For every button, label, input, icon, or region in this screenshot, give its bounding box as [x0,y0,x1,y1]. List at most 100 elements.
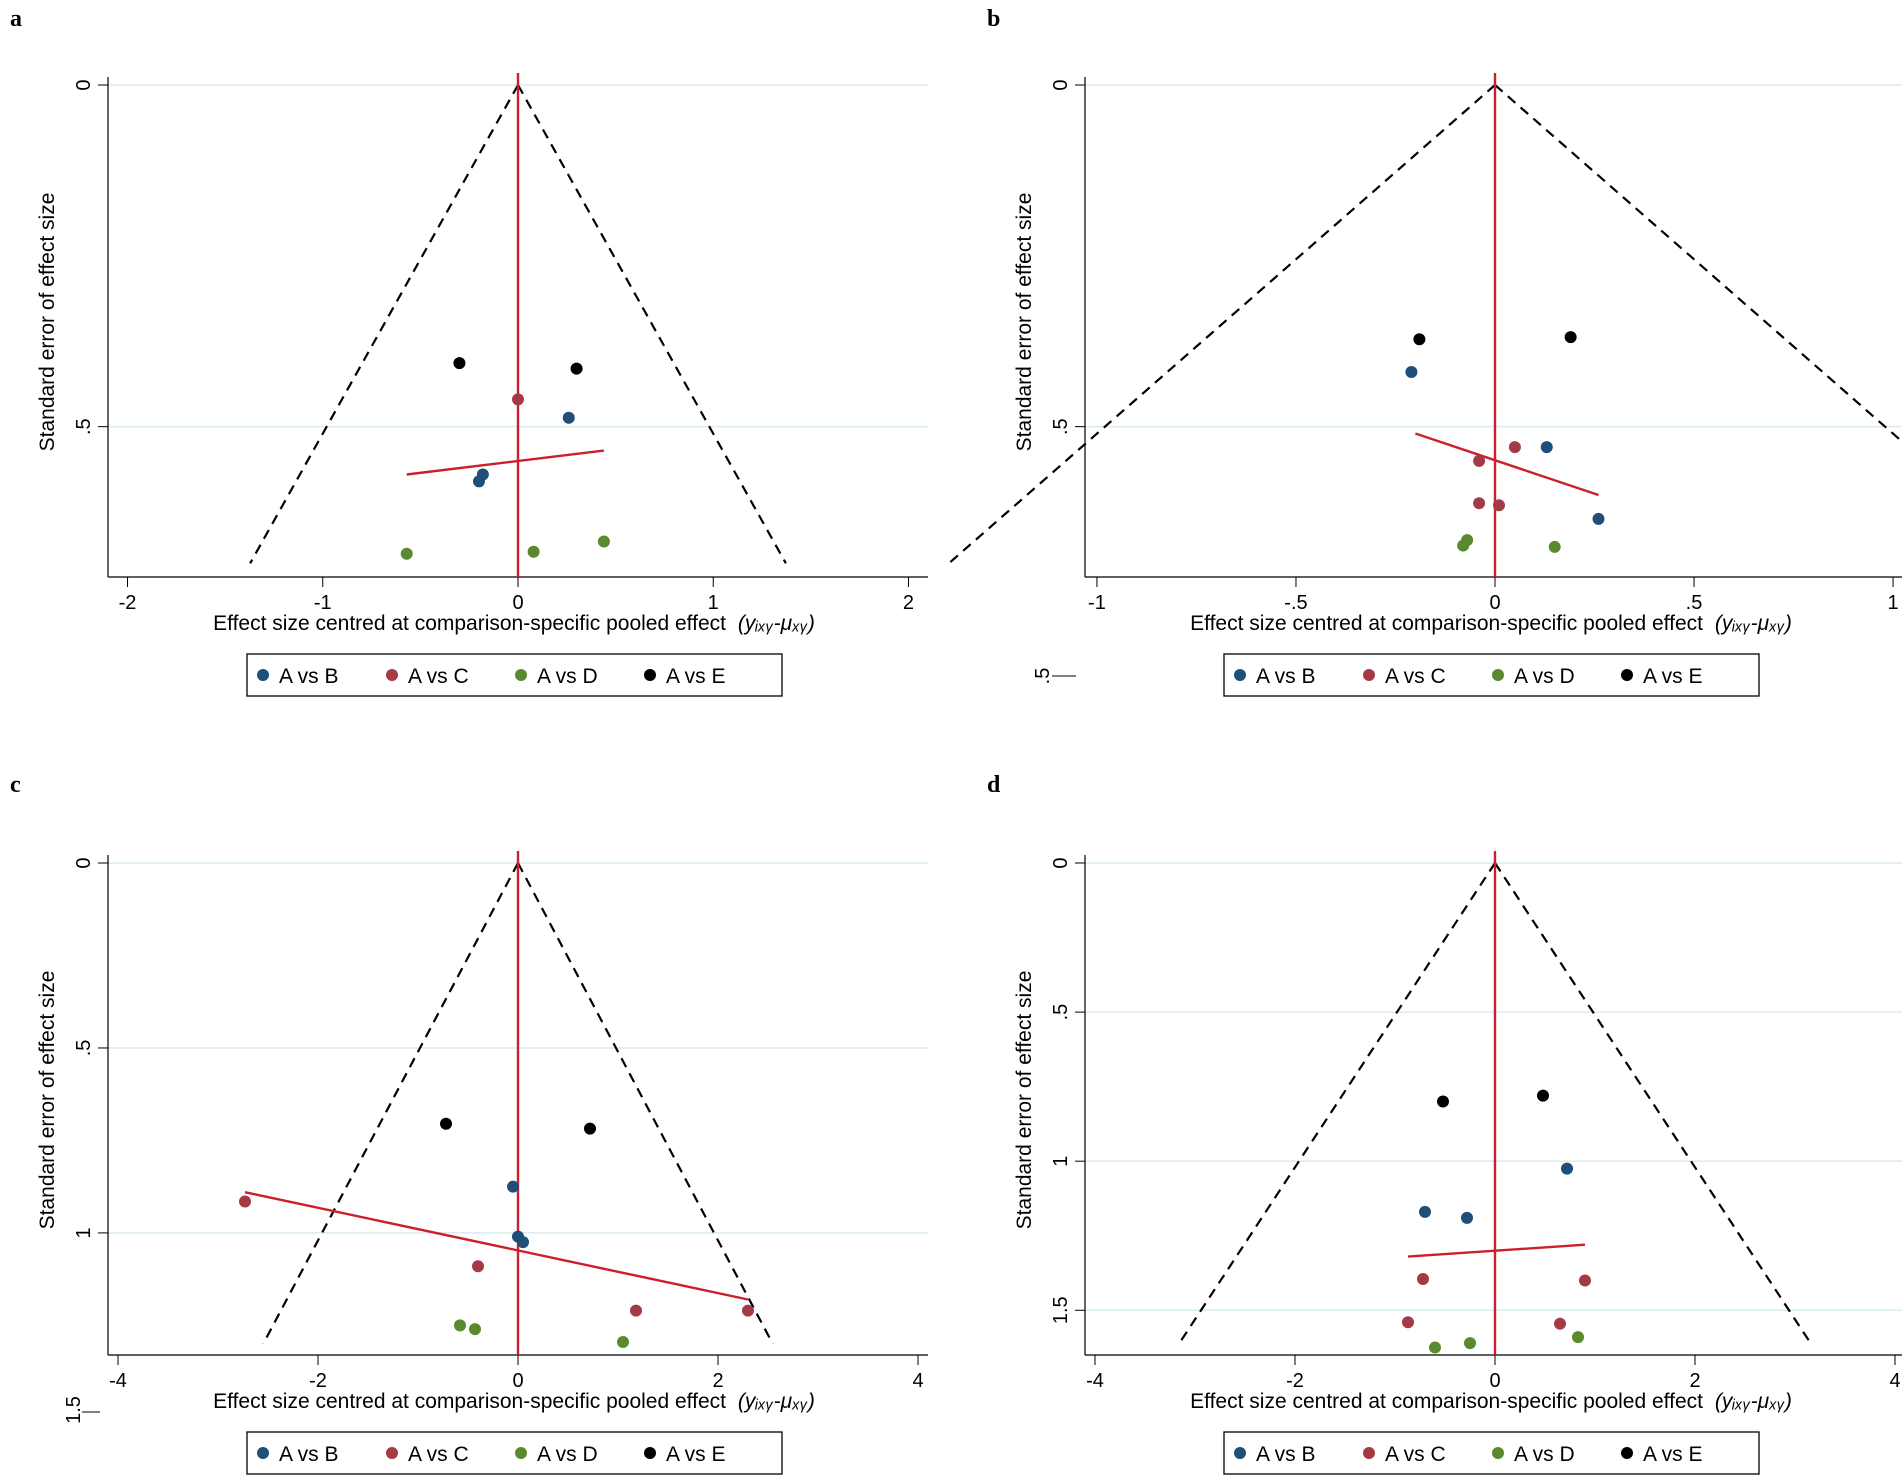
panel-d-plot: 0 .5 1 1.5 -4 -2 0 2 4 [1050,851,1902,1392]
panel-c: c 0 .5 1 -4 -2 0 2 4 Standard error of effect s… [10,772,928,1475]
point-a-vs-b-1 [476,468,489,481]
point-a-vs-c-3 [1554,1317,1566,1330]
y-tick-label-1: .5 [1050,418,1072,435]
panel-c-letter: c [10,772,21,798]
panel-b-xlabel-main: Effect size centred at comparison-specif… [1190,612,1703,635]
point-a-vs-b-0 [507,1180,519,1193]
y-tick-label-3: 1.5 [1050,1296,1072,1324]
legend-label-a-vs-b: A vs B [1256,665,1316,688]
point-a-vs-c-0 [1473,454,1486,467]
point-a-vs-d-0 [400,547,413,560]
panel-d-xlabel: Effect size centred at comparison-specif… [1190,1390,1792,1413]
point-a-vs-e-1 [584,1122,596,1135]
legend-marker-a-vs-e [1621,669,1633,681]
panel-c-legend: A vs B A vs C A vs D A vs E [246,1431,783,1475]
point-a-vs-c-3 [742,1304,754,1317]
point-a-vs-e-0 [440,1117,452,1130]
legend-marker-a-vs-c [386,669,398,681]
funnel-right-line [1494,862,1810,1341]
legend-label-a-vs-e: A vs E [1643,665,1703,688]
point-a-vs-c-1 [1508,441,1521,454]
legend-marker-a-vs-c [386,1447,398,1459]
fit-line [406,449,605,476]
funnel-right-line [1494,84,1902,443]
panel-a-ylabel: Standard error of effect size [36,193,59,452]
x-tick-label-0: -2 [119,592,137,614]
point-a-vs-b-1 [1419,1205,1431,1218]
panel-b-stray-label: .5 [1032,668,1054,685]
x-tick-label-4: 2 [903,592,914,614]
legend-label-a-vs-d: A vs D [1514,665,1575,688]
x-tick-label-1: -2 [1286,1370,1304,1392]
point-a-vs-d-0 [454,1319,466,1332]
legend-marker-a-vs-b [257,669,269,681]
legend-label-a-vs-c: A vs C [408,1443,469,1466]
point-a-vs-b-0 [1561,1162,1573,1175]
point-a-vs-c-0 [512,393,524,406]
y-tick-label-0: 0 [73,79,95,90]
legend-label-a-vs-e: A vs E [1643,1443,1703,1466]
point-a-vs-c-1 [472,1260,484,1273]
panel-a-letter: a [10,6,22,32]
panel-b-plot: 0 .5 -1 -.5 0 .5 1 [948,73,1902,614]
point-a-vs-b-2 [1592,512,1605,525]
panel-d-xlabel-formula: (yᵢₓᵧ-μₓᵧ) [1715,1390,1792,1413]
panel-d: d 0 .5 1 1.5 -4 -2 0 2 4 Standard error of effec… [987,772,1902,1475]
panel-c-xlabel-main: Effect size centred at comparison-specif… [213,1390,726,1413]
legend-marker-a-vs-b [257,1447,269,1459]
x-tick-label-0: -4 [109,1370,127,1392]
x-tick-label-2: 0 [1489,592,1500,614]
point-a-vs-e-0 [453,357,466,370]
funnel-right-line [517,84,787,564]
point-a-vs-c-0 [239,1195,251,1208]
point-a-vs-d-0 [1429,1341,1441,1354]
panel-c-xlabel-formula: (yᵢₓᵧ-μₓᵧ) [738,1390,815,1413]
panel-a-legend: A vs B A vs C A vs D A vs E [246,653,783,697]
point-a-vs-c-3 [1492,499,1505,512]
legend-marker-a-vs-b [1234,1447,1246,1459]
y-tick-label-1: .5 [1050,1004,1072,1021]
point-a-vs-e-1 [1537,1089,1549,1102]
point-a-vs-d-2 [1572,1331,1584,1344]
point-a-vs-c-0 [1417,1272,1429,1285]
panel-b-ylabel: Standard error of effect size [1013,193,1036,452]
point-a-vs-b-1 [1540,441,1553,454]
panel-d-legend: A vs B A vs C A vs D A vs E [1223,1431,1760,1475]
panel-a: a 0 .5 -2 -1 0 1 2 Standard error of effect si… [10,6,928,697]
legend-box [1223,653,1760,697]
legend-box [1223,1431,1760,1475]
x-tick-label-4: 4 [912,1370,923,1392]
x-tick-label-4: 1 [1887,592,1898,614]
panel-b-xlabel-formula: (yᵢₓᵧ-μₓᵧ) [1715,612,1792,635]
point-a-vs-b-2 [1461,1211,1473,1224]
y-tick-label-1: .5 [73,1040,95,1057]
y-tick-label-2: 1 [1050,1156,1072,1167]
panel-a-xlabel: Effect size centred at comparison-specif… [213,612,815,635]
x-tick-label-3: 1 [708,592,719,614]
point-a-vs-c-2 [1473,497,1486,510]
point-a-vs-c-1 [1579,1274,1591,1287]
x-tick-label-1: -.5 [1284,592,1307,614]
funnel-left-line [249,84,519,564]
panel-d-ylabel: Standard error of effect size [1013,971,1036,1230]
x-tick-label-3: 2 [1689,1370,1700,1392]
panel-b: b 0 .5 -1 -.5 0 .5 1 Standard error of effect … [948,6,1902,697]
panel-b-legend: A vs B A vs C A vs D A vs E [1223,653,1760,697]
point-a-vs-d-1 [1461,534,1474,547]
legend-label-a-vs-b: A vs B [279,665,339,688]
x-tick-label-2: 0 [512,592,523,614]
x-tick-label-2: 0 [512,1370,523,1392]
legend-box [246,1431,783,1475]
panel-b-letter: b [987,6,1000,32]
panel-c-plot: 0 .5 1 -4 -2 0 2 4 [73,851,928,1392]
legend-label-a-vs-b: A vs B [279,1443,339,1466]
point-a-vs-d-1 [1464,1337,1476,1350]
panel-a-xlabel-main: Effect size centred at comparison-specif… [213,612,726,635]
point-a-vs-d-2 [597,535,610,548]
x-tick-label-1: -1 [314,592,332,614]
legend-marker-a-vs-c [1363,669,1375,681]
y-tick-label-0: 0 [1050,857,1072,868]
x-tick-label-3: 2 [712,1370,723,1392]
x-tick-label-1: -2 [309,1370,327,1392]
